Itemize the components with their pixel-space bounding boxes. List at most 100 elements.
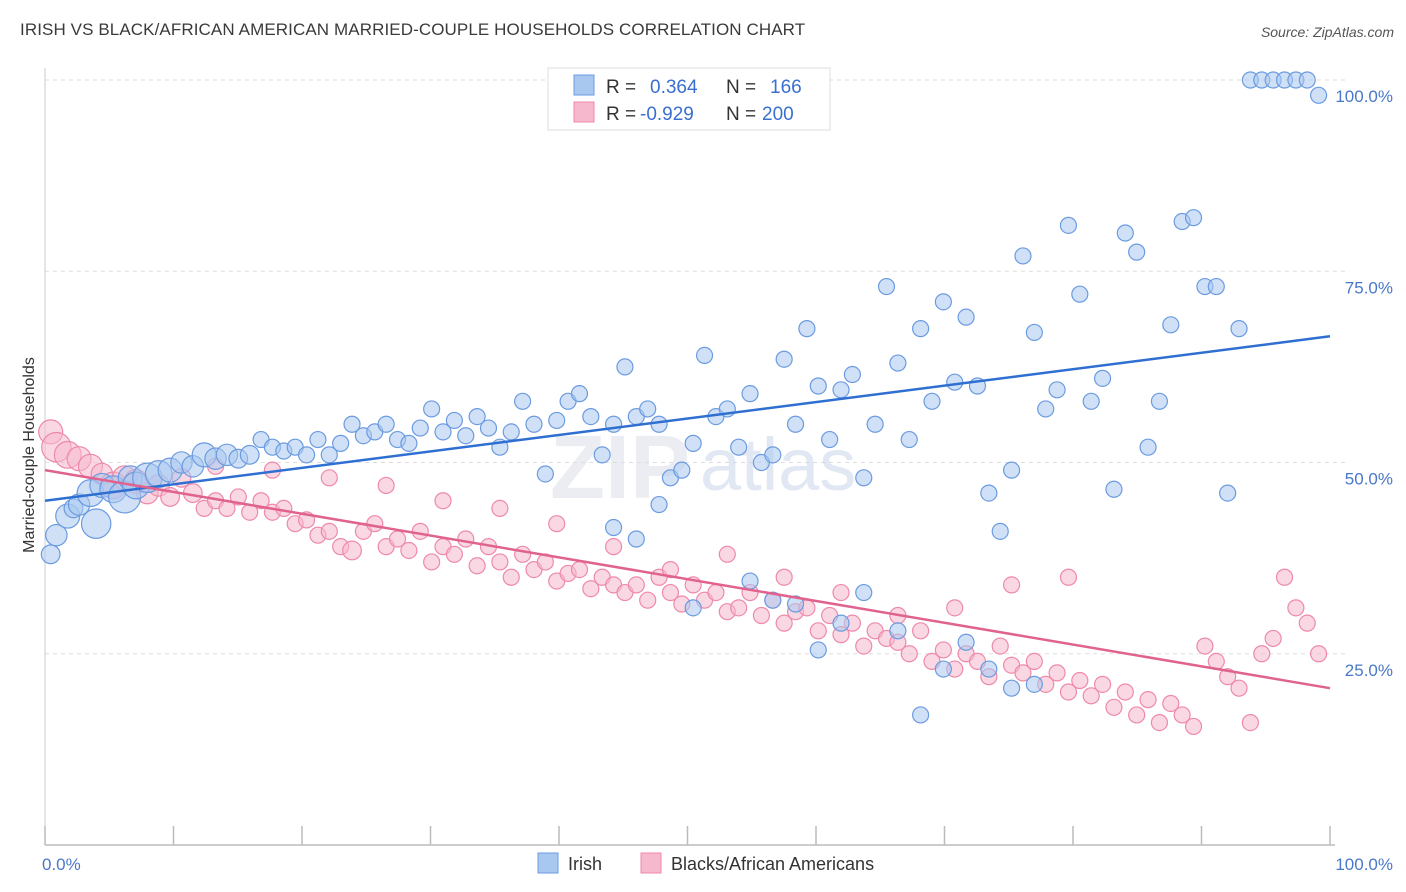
irish-point bbox=[650, 415, 668, 433]
irish-point bbox=[786, 595, 805, 613]
irish-point bbox=[1162, 316, 1180, 334]
black-point bbox=[1139, 691, 1157, 709]
black-trend-line bbox=[44, 468, 1331, 690]
legend-swatch-black bbox=[573, 101, 595, 123]
black-point bbox=[1264, 629, 1282, 648]
black-point bbox=[1275, 568, 1294, 586]
black-point bbox=[832, 583, 850, 602]
irish-point bbox=[673, 461, 691, 479]
irish-point bbox=[297, 446, 316, 464]
black-point bbox=[457, 530, 475, 548]
legend-r-value-black: -0.929 bbox=[640, 104, 694, 125]
series-legend-label-black: Blacks/African Americans bbox=[671, 854, 874, 874]
series-legend-swatch-black bbox=[640, 852, 662, 874]
black-point bbox=[707, 583, 725, 602]
black-point bbox=[1184, 717, 1203, 736]
y-tick-label: 50.0% bbox=[1345, 470, 1393, 489]
irish-point bbox=[309, 430, 327, 449]
black-point bbox=[548, 515, 566, 533]
black-point bbox=[1116, 683, 1134, 701]
irish-point bbox=[798, 320, 816, 338]
irish-point bbox=[457, 427, 475, 445]
irish-point bbox=[332, 434, 350, 452]
irish-point bbox=[957, 308, 975, 326]
series-legend-label-irish: Irish bbox=[568, 854, 602, 874]
irish-point bbox=[423, 400, 441, 418]
irish-point bbox=[1025, 675, 1043, 693]
black-point bbox=[752, 606, 771, 625]
irish-point bbox=[343, 415, 361, 433]
irish-point bbox=[1207, 277, 1225, 296]
black-point bbox=[1287, 599, 1305, 617]
black-point bbox=[1071, 671, 1089, 690]
black-point bbox=[1093, 675, 1112, 693]
irish-point bbox=[1116, 224, 1134, 242]
grid-lines bbox=[45, 79, 1345, 655]
black-point bbox=[445, 545, 463, 563]
irish-point bbox=[855, 469, 873, 487]
irish-point bbox=[923, 392, 941, 410]
black-point bbox=[1128, 706, 1146, 724]
black-point bbox=[627, 576, 645, 594]
trend-lines bbox=[44, 335, 1331, 690]
irish-point bbox=[866, 415, 884, 433]
irish-point bbox=[411, 419, 429, 437]
black-point bbox=[434, 492, 452, 510]
irish-point bbox=[1002, 679, 1021, 697]
irish-point bbox=[684, 599, 702, 617]
irish-point bbox=[775, 350, 793, 368]
irish-point bbox=[239, 444, 260, 465]
irish-point bbox=[1184, 209, 1203, 227]
black-point bbox=[1173, 706, 1191, 724]
black-point bbox=[1105, 698, 1123, 716]
black-point bbox=[661, 583, 680, 602]
y-tick-labels: 25.0% 50.0% 75.0% 100.0% bbox=[1335, 87, 1393, 680]
x-tick-label-max: 100.0% bbox=[1335, 855, 1393, 874]
black-point bbox=[275, 499, 293, 517]
irish-point bbox=[855, 583, 873, 602]
black-point bbox=[491, 553, 509, 571]
irish-point bbox=[889, 354, 907, 372]
irish-point bbox=[889, 622, 907, 640]
irish-point bbox=[1059, 216, 1078, 234]
legend-n-value-black: 200 bbox=[762, 104, 794, 125]
black-point bbox=[1310, 645, 1328, 663]
irish-point bbox=[650, 495, 668, 514]
black-point bbox=[1025, 652, 1043, 671]
irish-point bbox=[1014, 247, 1032, 265]
black-point bbox=[1014, 664, 1032, 682]
irish-point bbox=[991, 522, 1009, 540]
black-point bbox=[991, 637, 1009, 655]
irish-point bbox=[832, 614, 850, 632]
legend-n-label-irish: N = bbox=[726, 77, 756, 98]
black-point bbox=[1298, 614, 1316, 632]
black-point bbox=[809, 622, 827, 640]
black-point bbox=[320, 522, 338, 540]
black-point bbox=[639, 591, 657, 609]
irish-point bbox=[809, 641, 827, 659]
irish-point bbox=[536, 465, 554, 483]
irish-point bbox=[741, 385, 759, 403]
black-point bbox=[229, 488, 247, 506]
irish-point bbox=[1093, 369, 1112, 387]
irish-point bbox=[80, 508, 112, 539]
irish-point bbox=[832, 381, 850, 399]
chart-title: IRISH VS BLACK/AFRICAN AMERICAN MARRIED-… bbox=[20, 20, 806, 39]
irish-point bbox=[1150, 392, 1169, 410]
legend-r-label-black: R = bbox=[606, 104, 636, 125]
irish-point bbox=[764, 591, 782, 609]
irish-point bbox=[548, 411, 566, 430]
irish-point bbox=[877, 277, 896, 296]
irish-point bbox=[843, 365, 861, 384]
irish-point bbox=[639, 400, 657, 418]
black-point bbox=[1059, 683, 1078, 701]
black-point bbox=[604, 538, 623, 556]
irish-point bbox=[764, 446, 782, 464]
irish-point bbox=[1298, 71, 1316, 89]
irish-point bbox=[400, 434, 418, 452]
irish-point bbox=[445, 411, 463, 430]
irish-point bbox=[695, 346, 714, 364]
irish-point bbox=[900, 430, 918, 449]
irish-point bbox=[570, 385, 589, 403]
legend-r-value-irish: 0.364 bbox=[650, 77, 698, 98]
